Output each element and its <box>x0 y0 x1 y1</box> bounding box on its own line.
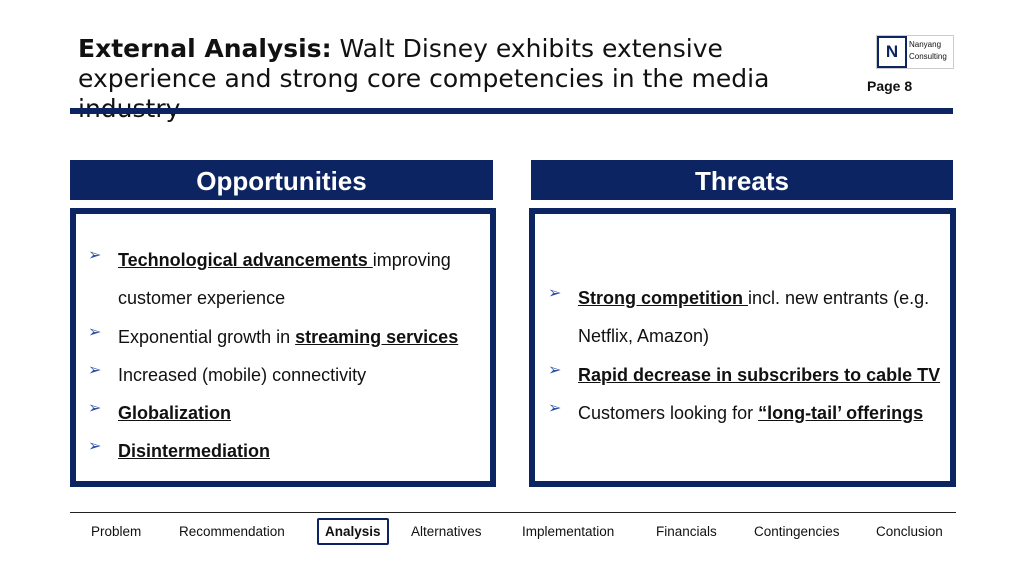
nav-item[interactable]: Recommendation <box>179 524 285 539</box>
title-rule <box>70 108 953 114</box>
nav-item[interactable]: Contingencies <box>754 524 840 539</box>
logo-name: Nanyang Consulting <box>909 39 947 63</box>
bullet-text: Technological advancements <box>118 250 373 270</box>
slide-title: External Analysis: Walt Disney exhibits … <box>78 34 858 124</box>
title-lead: External Analysis: <box>78 34 332 63</box>
bullet: Exponential growth in streaming services <box>88 314 488 356</box>
bullet-text: “long-tail’ offerings <box>758 402 924 423</box>
page-number: Page 8 <box>867 78 913 94</box>
bullet-text: incl. new entrants (e.g. Netflix, Amazon… <box>578 288 930 347</box>
bullet-text: Globalization <box>118 403 232 424</box>
panel-header: Threats <box>531 160 953 200</box>
bullet: Increased (mobile) connectivity <box>88 352 488 394</box>
bullet-text: Increased (mobile) connectivity <box>118 364 367 385</box>
title-text: Walt Disney exhibits extensive experienc… <box>78 34 770 123</box>
bullet-text: Customers looking for <box>578 402 759 423</box>
logo-line: Nanyang <box>909 40 942 49</box>
nav-item[interactable]: Alternatives <box>411 524 482 539</box>
bullet-list: Strong competition incl. new entrants (e… <box>548 275 950 432</box>
logo: N Nanyang Consulting <box>876 35 954 69</box>
bullet: Rapid decrease in subscribers to cable T… <box>548 352 950 394</box>
bullet-text: Rapid decrease in subscribers to cable T… <box>578 364 941 385</box>
bullet-list: Technological advancements improving cus… <box>88 237 488 471</box>
nav-item[interactable]: Financials <box>656 524 717 539</box>
bullet-text: Exponential growth in <box>118 326 296 347</box>
panel-header: Opportunities <box>70 160 493 200</box>
nav-item[interactable]: Analysis <box>317 518 389 545</box>
bullet: Customers looking for “long-tail’ offeri… <box>548 390 950 432</box>
bullet: Globalization <box>88 390 488 432</box>
bullet-text: improving customer experience <box>118 250 451 309</box>
bullet-text: Strong competition <box>578 288 748 308</box>
bullet: Technological advancements improving cus… <box>88 237 488 318</box>
logo-line: Consulting <box>909 52 947 61</box>
nav-item[interactable]: Conclusion <box>876 524 943 539</box>
bullet: Strong competition incl. new entrants (e… <box>548 275 950 356</box>
nav-item[interactable]: Implementation <box>522 524 615 539</box>
nav-rule <box>70 512 956 513</box>
nav-item[interactable]: Problem <box>91 524 142 539</box>
logo-letter: N <box>877 36 907 68</box>
bullet: Disintermediation <box>88 428 488 470</box>
bullet-text: Disintermediation <box>118 441 271 462</box>
bullet-text: streaming services <box>295 326 459 347</box>
